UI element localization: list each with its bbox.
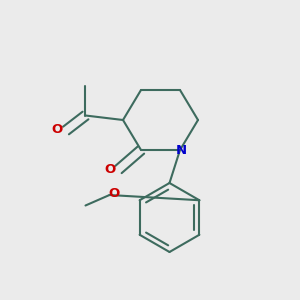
Text: O: O bbox=[108, 187, 120, 200]
Text: N: N bbox=[176, 143, 187, 157]
Text: O: O bbox=[51, 122, 63, 136]
Text: O: O bbox=[104, 163, 116, 176]
